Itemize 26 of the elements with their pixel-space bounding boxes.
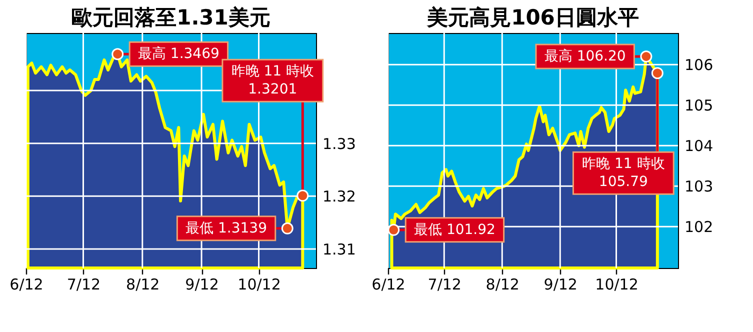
- x-tick-label: 9/12: [544, 276, 578, 294]
- annotation: 最低 1.3139: [186, 220, 267, 236]
- annotation: 最低 101.92: [414, 222, 496, 238]
- y-tick-label: 1.31: [322, 240, 356, 258]
- x-tick-label: 10/12: [238, 276, 281, 294]
- y-tick-label: 103: [684, 178, 714, 196]
- x-tick-label: 8/12: [126, 276, 160, 294]
- annotation: 最高 106.20: [544, 48, 626, 64]
- x-tick-label: 6/12: [372, 276, 406, 294]
- y-tick-label: 105: [684, 96, 714, 115]
- y-tick-label: 106: [684, 56, 714, 74]
- annotation: 最高 1.3469: [138, 46, 220, 62]
- annotation: 昨晚 11 時收 1.3201: [231, 64, 314, 98]
- chart-title: 歐元回落至1.31美元: [72, 5, 270, 30]
- x-tick-label: 7/12: [66, 276, 101, 294]
- x-tick-label: 10/12: [595, 276, 638, 294]
- chart-title: 美元高見106日圓水平: [426, 5, 639, 30]
- y-tick-label: 1.32: [322, 188, 356, 206]
- x-tick-label: 7/12: [428, 276, 462, 294]
- y-tick-label: 104: [684, 137, 714, 156]
- y-tick-label: 1.33: [322, 134, 356, 153]
- x-tick-label: 8/12: [486, 276, 520, 294]
- x-tick-label: 9/12: [185, 276, 219, 294]
- x-tick-label: 6/12: [10, 276, 44, 294]
- y-tick-label: 102: [684, 218, 714, 236]
- annotation: 昨晚 11 時收 105.79: [582, 156, 665, 190]
